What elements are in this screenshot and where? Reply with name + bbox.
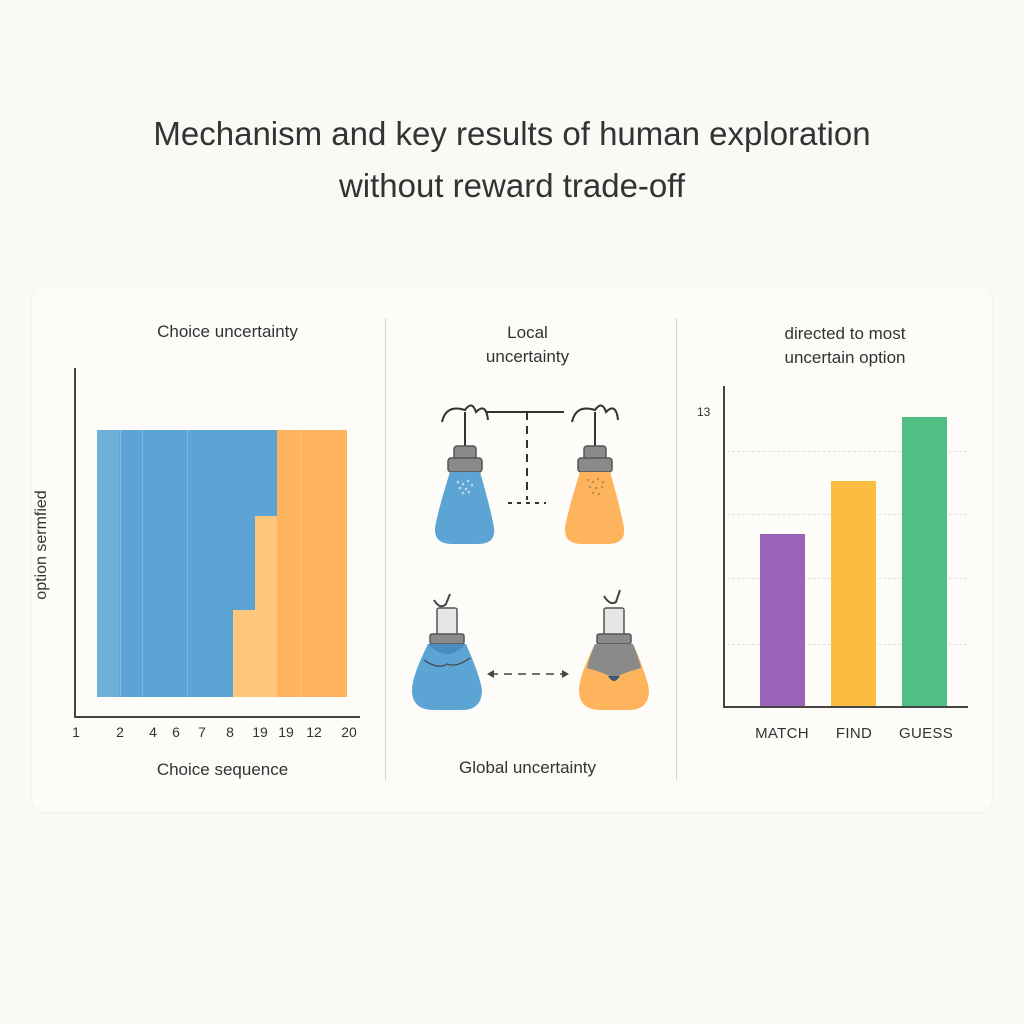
y-tick-label: 13 <box>697 405 711 419</box>
local-title-line2: uncertainty <box>485 347 570 366</box>
panel-divider-left <box>385 318 386 780</box>
x-tick: 8 <box>226 724 234 740</box>
y-axis-label: option sermfied <box>33 490 50 600</box>
orange-flask-icon <box>579 589 649 710</box>
category-label: FIND <box>835 725 873 742</box>
x-tick: 2 <box>116 724 124 740</box>
flask-diagram <box>412 404 649 710</box>
blue-step-1 <box>233 430 255 610</box>
x-tick: 19 <box>278 724 294 740</box>
figure-title-line2: without reward trade-off <box>338 167 686 204</box>
global-uncertainty-caption: Global uncertainty <box>458 758 597 777</box>
x-tick: 6 <box>172 724 180 740</box>
x-axis <box>723 706 968 708</box>
blue-region-light <box>97 430 119 697</box>
local-title-line1: Local <box>507 323 548 342</box>
gridline <box>727 451 967 452</box>
y-axis <box>74 368 76 718</box>
bar-match <box>760 534 805 706</box>
x-axis <box>74 716 360 718</box>
x-axis-label: Choice sequence <box>156 760 289 779</box>
panel-title: Choice uncertainty <box>157 322 298 341</box>
x-tick: 12 <box>306 724 322 740</box>
blue-step-2 <box>255 430 277 516</box>
category-label: GUESS <box>898 725 954 742</box>
orange-step-2 <box>255 516 277 697</box>
bar-find <box>831 481 876 706</box>
panel-divider-right <box>676 318 677 780</box>
y-axis <box>723 386 725 708</box>
x-tick: 4 <box>149 724 157 740</box>
orange-region <box>277 430 347 697</box>
x-tick: 1 <box>72 724 80 740</box>
figure-title-line1: Mechanism and key results of human explo… <box>153 115 871 152</box>
bar-guess <box>902 417 947 706</box>
x-tick: 20 <box>341 724 357 740</box>
blue-flask-icon <box>412 593 482 710</box>
category-label: MATCH <box>755 725 809 742</box>
orange-step-1 <box>233 610 255 697</box>
blue-flask-icon <box>434 445 495 544</box>
x-tick: 7 <box>198 724 206 740</box>
orange-flask-icon <box>564 445 625 544</box>
bar-title-line1: directed to most <box>784 324 906 343</box>
bar-title-line2: uncertain option <box>784 348 906 367</box>
blue-region <box>97 430 233 697</box>
x-tick: 19 <box>252 724 268 740</box>
